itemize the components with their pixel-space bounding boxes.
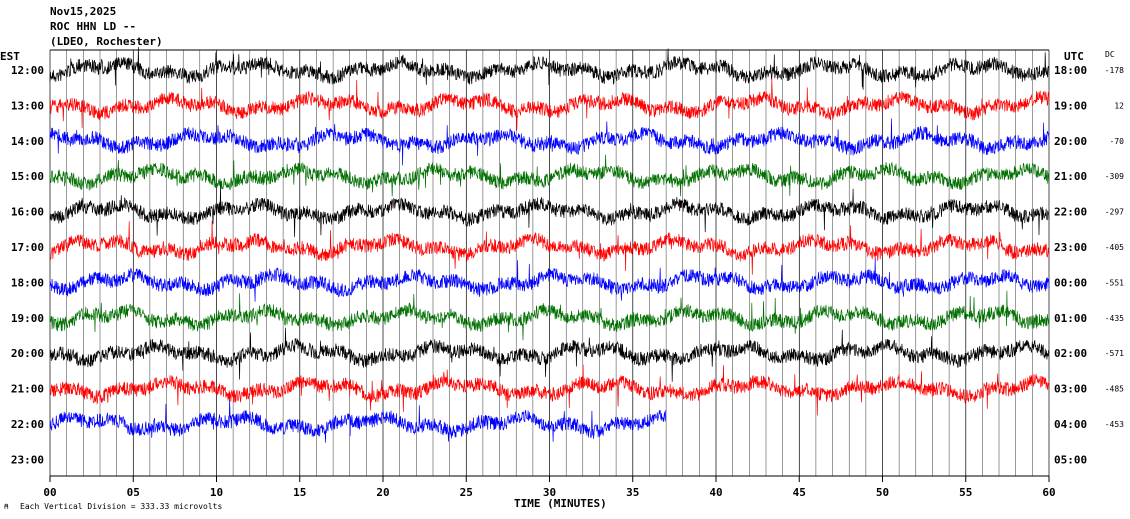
x-tick-label: 20 (376, 486, 389, 499)
seismic-trace (49, 327, 1050, 382)
x-tick-label: 50 (876, 486, 889, 499)
left-timezone: EST (0, 50, 20, 63)
row-label-est: 12:00 (11, 64, 44, 77)
x-tick-label: 35 (626, 486, 639, 499)
scale-footnote: Each Vertical Division = 333.33 microvol… (20, 502, 222, 511)
row-dc-offset: -405 (1105, 243, 1124, 252)
row-dc-offset: -309 (1105, 172, 1124, 181)
row-label-est: 17:00 (11, 241, 44, 254)
chart-date: Nov15,2025 (50, 5, 116, 18)
seismic-trace (49, 154, 1050, 197)
x-tick-label: 60 (1042, 486, 1055, 499)
row-label-est: 20:00 (11, 347, 44, 360)
row-dc-offset: -178 (1105, 66, 1124, 75)
seismic-trace (49, 258, 1050, 302)
row-label-utc: 05:00 (1054, 453, 1087, 466)
seismic-trace (49, 364, 1050, 416)
row-label-utc: 18:00 (1054, 64, 1087, 77)
row-label-utc: 04:00 (1054, 418, 1087, 431)
station-code: ROC HHN LD -- (50, 20, 136, 33)
row-dc-offset: -571 (1105, 349, 1124, 358)
row-label-est: 23:00 (11, 453, 44, 466)
row-dc-offset: -435 (1105, 314, 1124, 323)
row-dc-offset: -297 (1105, 208, 1124, 217)
x-axis-label: TIME (MINUTES) (514, 497, 607, 510)
seismic-trace (49, 46, 1050, 90)
seismic-trace (49, 399, 667, 443)
row-label-est: 13:00 (11, 99, 44, 112)
row-label-utc: 03:00 (1054, 383, 1087, 396)
row-label-est: 16:00 (11, 206, 44, 219)
seismic-traces (49, 46, 1050, 443)
row-label-utc: 23:00 (1054, 241, 1087, 254)
row-label-utc: 22:00 (1054, 206, 1087, 219)
x-tick-label: 10 (210, 486, 223, 499)
minute-grid (49, 49, 1050, 477)
x-tick-label: 55 (959, 486, 972, 499)
row-label-est: 22:00 (11, 418, 44, 431)
row-label-est: 21:00 (11, 383, 44, 396)
row-dc-offset: -70 (1110, 137, 1125, 146)
seismic-trace (49, 290, 1050, 341)
x-tick-label: 45 (793, 486, 806, 499)
seismic-trace (49, 220, 1050, 275)
row-label-utc: 20:00 (1054, 135, 1087, 148)
x-axis: 00 05 10 15 20 25 30 35 40 45 50 55 60 (43, 476, 1056, 499)
station-source: (LDEO, Rochester) (50, 35, 163, 48)
x-tick-label: 30 (543, 486, 556, 499)
row-dc-offset: 12 (1114, 101, 1124, 110)
row-label-utc: 00:00 (1054, 276, 1087, 289)
row-labels: 12:00 18:00 -178 13:00 19:00 12 14:00 20:00 -70 1… (11, 64, 1124, 466)
row-label-est: 18:00 (11, 276, 44, 289)
row-dc-offset: -551 (1105, 278, 1124, 287)
row-label-est: 19:00 (11, 312, 44, 325)
seismic-trace (49, 118, 1050, 166)
x-tick-label: 00 (43, 486, 56, 499)
row-label-utc: 02:00 (1054, 347, 1087, 360)
x-tick-label: 05 (127, 486, 140, 499)
row-dc-offset: -485 (1105, 385, 1124, 394)
x-tick-label: 40 (709, 486, 722, 499)
row-label-utc: 19:00 (1054, 99, 1087, 112)
row-label-est: 14:00 (11, 135, 44, 148)
row-label-utc: 01:00 (1054, 312, 1087, 325)
seismic-trace (49, 77, 1050, 131)
x-tick-label: 25 (460, 486, 473, 499)
x-tick-label: 15 (293, 486, 306, 499)
seismic-trace (49, 184, 1050, 237)
dc-header: DC (1105, 50, 1115, 59)
row-dc-offset: -453 (1105, 420, 1124, 429)
right-timezone: UTC (1064, 50, 1084, 63)
row-label-utc: 21:00 (1054, 170, 1087, 183)
scale-glyph: ⍝ (4, 502, 9, 511)
row-label-est: 15:00 (11, 170, 44, 183)
